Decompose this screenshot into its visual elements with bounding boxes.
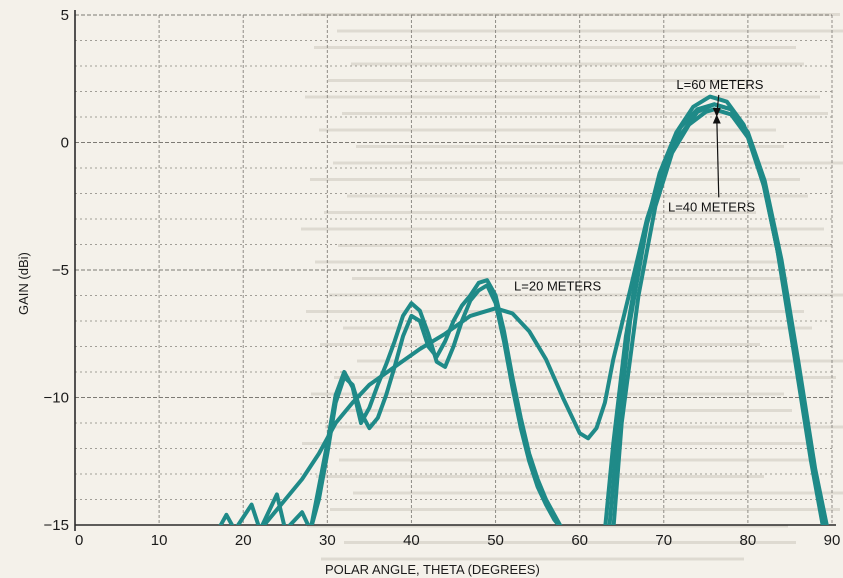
background-page-text: [300, 13, 843, 561]
plot-frame: [74, 10, 836, 531]
background-text-line: [306, 310, 804, 313]
background-text-line: [333, 161, 843, 165]
background-text-line: [307, 524, 788, 528]
x-tick-label: 30: [319, 532, 336, 549]
x-tick-label: 90: [824, 532, 841, 549]
x-tick-label: 70: [655, 532, 672, 549]
background-text-line: [343, 326, 812, 330]
background-text-line: [310, 178, 800, 181]
background-text-line: [339, 458, 816, 462]
background-text-line: [325, 425, 843, 429]
background-text-line: [301, 227, 824, 231]
chart-grid: [74, 14, 833, 526]
y-axis-label: GAIN (dBi): [16, 252, 31, 315]
background-text-line: [338, 244, 832, 247]
y-tick-label: −5: [52, 262, 69, 279]
background-text-line: [337, 29, 843, 33]
annotation-label: L=40 METERS: [668, 199, 755, 214]
x-tick-label: 0: [75, 532, 83, 549]
background-text-line: [330, 508, 840, 511]
background-text-line: [305, 95, 820, 99]
background-text-line: [334, 376, 836, 379]
background-text-line: [320, 343, 760, 346]
annotation-arrowhead: [712, 108, 721, 117]
chart-lines: [218, 94, 829, 525]
series-line-3: [309, 278, 563, 525]
background-text-line: [351, 62, 804, 66]
background-text-line: [311, 392, 784, 396]
background-text-line: [316, 475, 764, 478]
x-tick-label: 50: [487, 532, 504, 549]
background-text-line: [302, 442, 808, 445]
background-text-line: [314, 46, 796, 49]
background-text-line: [353, 491, 843, 495]
x-tick-label: 10: [151, 532, 168, 549]
y-tick-label: 0: [61, 135, 69, 152]
background-text-line: [328, 79, 752, 82]
background-text-line: [315, 260, 780, 264]
annotation-arrow: [716, 116, 720, 198]
x-axis-label: POLAR ANGLE, THETA (DEGREES): [325, 562, 540, 577]
y-tick-label: 5: [61, 7, 69, 24]
background-text-line: [321, 557, 744, 561]
annotation-label: L=20 METERS: [514, 278, 601, 293]
background-text-line: [344, 541, 796, 544]
x-tick-label: 80: [740, 532, 757, 549]
y-tick-label: −15: [44, 517, 69, 534]
x-tick-label: 40: [403, 532, 420, 549]
background-text-line: [347, 194, 808, 198]
background-text-line: [324, 211, 756, 214]
background-text-line: [357, 359, 843, 363]
background-text-line: [356, 145, 784, 148]
x-tick-label: 60: [571, 532, 588, 549]
annotation-label: L=60 METERS: [676, 77, 763, 92]
chart-annotations: L=60 METERS L=40 METERS L=20 METERS: [514, 77, 764, 293]
y-tick-label: −10: [44, 390, 69, 407]
main-lobe-line-3: [603, 94, 825, 525]
background-text-line: [352, 277, 788, 280]
background-text-line: [319, 128, 776, 132]
background-text-line: [342, 112, 828, 115]
x-tick-label: 20: [235, 532, 252, 549]
